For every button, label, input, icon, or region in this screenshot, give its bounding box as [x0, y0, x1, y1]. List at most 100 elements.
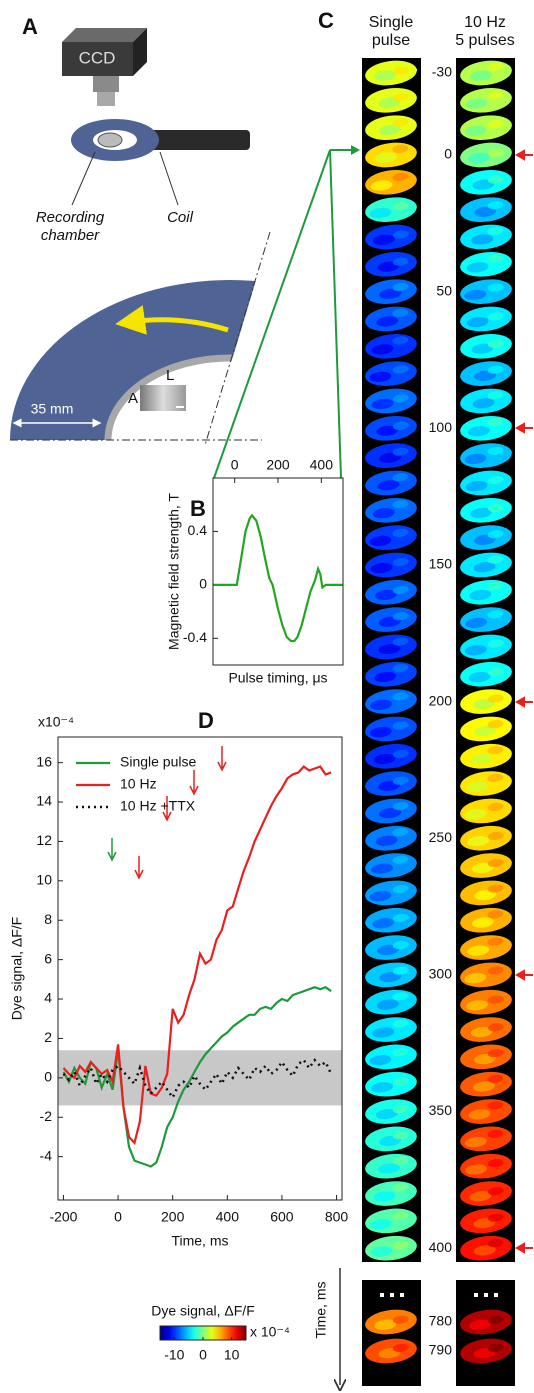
leader-line [159, 151, 179, 206]
y-tick-label: 12 [36, 832, 52, 848]
frame-blob [392, 1105, 409, 1114]
frame-blob [467, 945, 490, 956]
frame-blob [464, 1137, 487, 1148]
time-label: 400 [429, 1239, 453, 1255]
frame [460, 333, 512, 359]
time-label: 790 [429, 1342, 453, 1358]
frame [365, 716, 417, 742]
frame-blob [392, 308, 409, 318]
frame-blob [373, 753, 396, 765]
frame-blob [487, 884, 504, 893]
frame-blob [372, 234, 395, 246]
frame-blob [392, 692, 409, 701]
frame-blob [375, 835, 398, 846]
frame [365, 333, 417, 359]
frame-blob [392, 776, 409, 785]
frame-blob [375, 589, 397, 601]
frame-blob [487, 937, 504, 946]
frame [365, 1099, 417, 1124]
frame-blob [392, 283, 409, 292]
frame-blob [470, 507, 492, 519]
frame-blob [392, 201, 409, 211]
panel-label: A [22, 14, 38, 39]
frame-blob [376, 316, 399, 327]
frame-blob [474, 206, 497, 217]
frame [365, 1338, 417, 1364]
frame-blob [474, 889, 497, 901]
camera-label: CCD [79, 48, 116, 67]
frame [365, 579, 417, 605]
frame-blob [392, 1343, 409, 1352]
frame-blob [487, 746, 504, 755]
x-tick-label: 0 [199, 1347, 207, 1363]
frame-blob [369, 207, 392, 219]
frame-blob [378, 1163, 400, 1174]
dimension-label: 35 mm [31, 401, 74, 417]
frame-blob [468, 671, 491, 683]
frame-blob [487, 1049, 504, 1058]
frame [460, 1099, 512, 1124]
frame [365, 743, 417, 769]
frame-blob [473, 1245, 496, 1256]
time-label: 100 [429, 419, 453, 435]
frame [365, 552, 417, 578]
frame [460, 1126, 512, 1152]
frame-blob [392, 257, 409, 266]
frame-blob [487, 391, 504, 400]
frame [365, 798, 417, 824]
frame-blob [392, 884, 409, 894]
frame-blob [487, 995, 504, 1004]
x-tick-label: 10 [224, 1347, 240, 1363]
frame-blob [392, 421, 409, 430]
frame-blob [487, 62, 504, 71]
frame-blob [464, 289, 487, 301]
frame-blob [392, 1156, 409, 1165]
frame-blob [487, 175, 504, 184]
frame [365, 251, 417, 277]
frame-blob [487, 1315, 504, 1324]
series-line [62, 765, 332, 1146]
frame-blob [487, 610, 504, 619]
frame-blob [369, 727, 392, 738]
frame-blob [470, 753, 493, 764]
frame-blob [373, 1191, 396, 1202]
frame-blob [374, 1319, 397, 1330]
frame-blob [392, 66, 409, 75]
frame-blob [392, 1077, 409, 1086]
frame [365, 1017, 417, 1042]
frame-blob [392, 118, 409, 127]
frame-blob [392, 365, 409, 374]
frame-blob [469, 1319, 492, 1330]
frame-blob [369, 1055, 392, 1066]
frame [365, 525, 417, 550]
frame [460, 60, 512, 86]
y-tick-label: 10 [36, 872, 52, 888]
frame [460, 743, 512, 769]
frame-blob [487, 446, 504, 455]
frame-blob [487, 1159, 504, 1168]
frame-blob [370, 180, 393, 191]
frame [460, 607, 512, 632]
frame-blob [370, 562, 393, 574]
frame-blob [375, 152, 397, 163]
frame-blob [471, 234, 494, 245]
frame-blob [464, 453, 487, 465]
frame [365, 661, 417, 687]
frame [460, 279, 512, 304]
frame-blob [487, 226, 504, 236]
frame-blob [392, 1211, 409, 1220]
frame [365, 771, 417, 796]
frame-blob [392, 336, 409, 345]
frame [460, 142, 512, 168]
series-line [62, 1058, 333, 1100]
frame [460, 689, 512, 714]
frame-blob [487, 312, 504, 321]
x-tick-label: 0 [231, 457, 239, 473]
frame [460, 415, 512, 441]
frame-blob [370, 1246, 393, 1257]
frame-blob [466, 262, 489, 273]
y-tick-label: 0.4 [188, 522, 208, 538]
frame-blob [487, 1129, 504, 1138]
